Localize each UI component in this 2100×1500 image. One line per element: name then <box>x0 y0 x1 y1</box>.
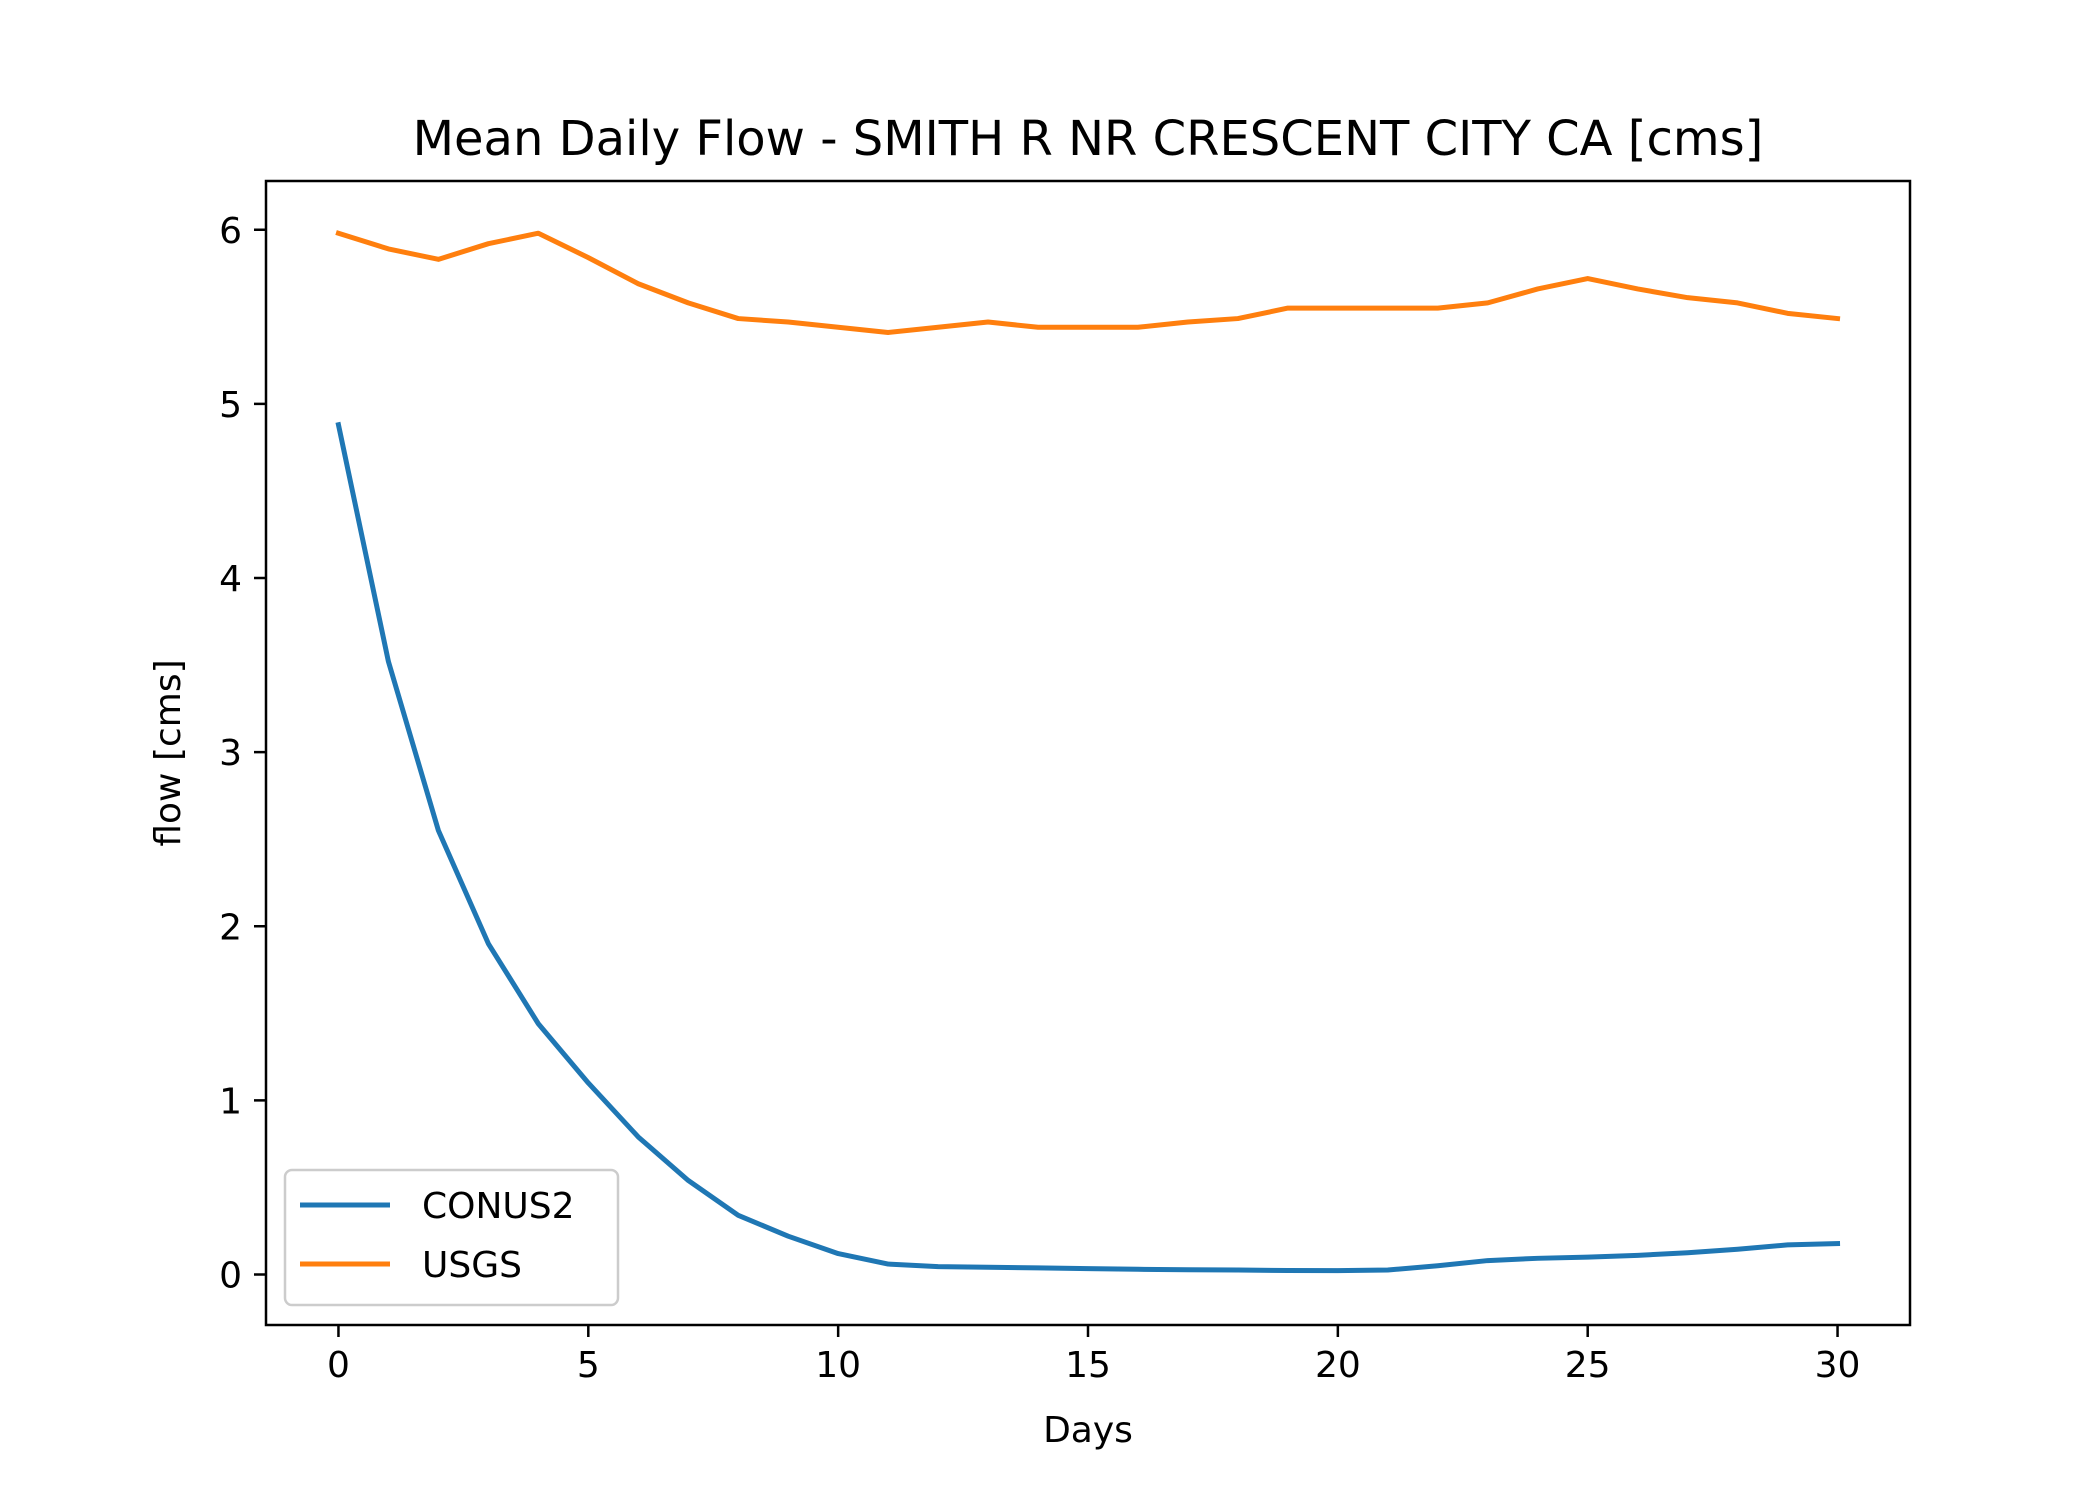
y-tick-label: 6 <box>219 211 242 252</box>
legend-entries: CONUS2 USGS <box>300 1186 575 1286</box>
y-tick-label: 5 <box>219 385 242 426</box>
legend-label-conus2: CONUS2 <box>422 1186 575 1227</box>
series-layer <box>335 230 1841 1274</box>
x-tick-label: 0 <box>327 1345 350 1386</box>
y-tick-label: 2 <box>219 907 242 948</box>
plot-area: 0 5 10 15 20 25 30 0 1 2 3 4 5 6 <box>219 179 1912 1386</box>
y-tick-label: 1 <box>219 1081 242 1122</box>
y-axis-label: flow [cms] <box>148 659 189 846</box>
y-tick-label: 4 <box>219 559 242 600</box>
x-tick-label: 25 <box>1565 1345 1611 1386</box>
legend-label-usgs: USGS <box>422 1245 522 1286</box>
x-tick-label: 20 <box>1315 1345 1361 1386</box>
y-tick-label: 0 <box>219 1256 242 1297</box>
y-tick-label: 3 <box>219 733 242 774</box>
x-axis-ticks: 0 5 10 15 20 25 30 <box>327 1325 1860 1386</box>
x-tick-label: 30 <box>1815 1345 1861 1386</box>
y-axis-ticks: 0 1 2 3 4 5 6 <box>219 211 266 1297</box>
x-tick-label: 10 <box>815 1345 861 1386</box>
x-tick-label: 5 <box>577 1345 600 1386</box>
x-tick-label: 15 <box>1065 1345 1111 1386</box>
chart-title: Mean Daily Flow - SMITH R NR CRESCENT CI… <box>413 111 1764 167</box>
x-axis-label: Days <box>1043 1410 1133 1451</box>
legend: CONUS2 USGS <box>283 1168 620 1307</box>
